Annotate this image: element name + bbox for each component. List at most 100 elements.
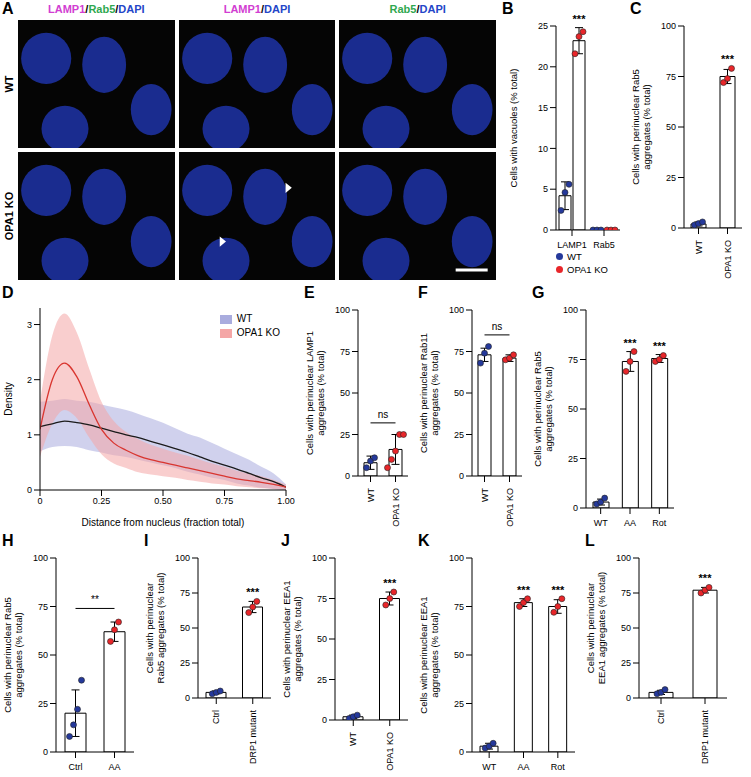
svg-text:WT: WT bbox=[348, 732, 358, 746]
svg-text:OPA1 KO: OPA1 KO bbox=[391, 488, 401, 527]
svg-text:***: *** bbox=[551, 584, 565, 596]
svg-text:50: 50 bbox=[666, 122, 676, 132]
svg-text:OPA1 KO: OPA1 KO bbox=[505, 488, 515, 527]
svg-text:50: 50 bbox=[454, 388, 464, 398]
svg-text:***: *** bbox=[721, 53, 735, 65]
svg-text:WT: WT bbox=[694, 240, 704, 254]
svg-text:0: 0 bbox=[573, 503, 578, 513]
svg-text:25: 25 bbox=[666, 173, 676, 183]
svg-text:***: *** bbox=[383, 577, 397, 589]
svg-text:25: 25 bbox=[38, 699, 48, 709]
svg-text:0: 0 bbox=[671, 223, 676, 233]
svg-text:WT: WT bbox=[366, 488, 376, 502]
svg-text:75: 75 bbox=[180, 588, 190, 598]
svg-text:100: 100 bbox=[33, 553, 48, 563]
svg-text:AA: AA bbox=[108, 762, 120, 772]
svg-text:0.75: 0.75 bbox=[216, 496, 234, 506]
svg-text:WT: WT bbox=[480, 488, 490, 502]
svg-text:0: 0 bbox=[543, 225, 548, 235]
svg-text:0: 0 bbox=[459, 471, 464, 481]
svg-text:75: 75 bbox=[454, 602, 464, 612]
svg-text:WT: WT bbox=[482, 762, 496, 772]
svg-text:Rab5: Rab5 bbox=[593, 240, 615, 250]
svg-text:AA: AA bbox=[624, 518, 636, 528]
svg-text:75: 75 bbox=[568, 355, 578, 365]
svg-text:25: 25 bbox=[454, 430, 464, 440]
svg-text:Density: Density bbox=[3, 382, 14, 415]
svg-text:5: 5 bbox=[543, 184, 548, 194]
svg-text:0: 0 bbox=[345, 471, 350, 481]
svg-text:20: 20 bbox=[538, 62, 548, 72]
svg-text:50: 50 bbox=[454, 650, 464, 660]
svg-text:100: 100 bbox=[175, 553, 190, 563]
svg-text:75: 75 bbox=[38, 602, 48, 612]
html-text:LAMP1 / Rab5 / DAPI: LAMP1 / Rab5 / DAPI bbox=[48, 3, 145, 15]
svg-text:AA: AA bbox=[517, 762, 529, 772]
svg-text:100: 100 bbox=[449, 553, 464, 563]
svg-text:10: 10 bbox=[538, 144, 548, 154]
svg-text:50: 50 bbox=[180, 623, 190, 633]
svg-text:WT: WT bbox=[594, 518, 608, 528]
svg-text:0: 0 bbox=[626, 693, 631, 703]
svg-text:ns: ns bbox=[492, 321, 503, 332]
svg-text:25: 25 bbox=[317, 675, 327, 685]
svg-text:50: 50 bbox=[317, 634, 327, 644]
svg-text:0.25: 0.25 bbox=[93, 496, 111, 506]
svg-text:OPA1 KO: OPA1 KO bbox=[385, 732, 395, 771]
svg-text:3: 3 bbox=[27, 320, 32, 330]
svg-text:1.00: 1.00 bbox=[277, 496, 295, 506]
svg-text:25: 25 bbox=[180, 658, 190, 668]
svg-text:0: 0 bbox=[185, 693, 190, 703]
svg-text:25: 25 bbox=[621, 658, 631, 668]
svg-text:50: 50 bbox=[38, 650, 48, 660]
svg-text:75: 75 bbox=[666, 72, 676, 82]
svg-text:0: 0 bbox=[37, 496, 42, 506]
svg-text:***: *** bbox=[624, 337, 638, 349]
svg-text:Rot: Rot bbox=[551, 762, 566, 772]
svg-text:100: 100 bbox=[661, 21, 676, 31]
svg-text:***: *** bbox=[653, 340, 667, 352]
html-text:G: G bbox=[532, 284, 545, 301]
svg-text:Rot: Rot bbox=[652, 518, 667, 528]
svg-text:25: 25 bbox=[568, 454, 578, 464]
svg-text:0: 0 bbox=[43, 747, 48, 757]
svg-text:100: 100 bbox=[335, 305, 350, 315]
svg-text:***: *** bbox=[573, 13, 587, 25]
svg-text:Distance from nucleus (fractio: Distance from nucleus (fraction total) bbox=[82, 517, 245, 528]
html-text:LAMP1 / DAPI: LAMP1 / DAPI bbox=[223, 3, 291, 15]
html-text:A: A bbox=[2, 0, 14, 17]
svg-text:DRP1 mutant: DRP1 mutant bbox=[700, 710, 710, 765]
svg-text:75: 75 bbox=[317, 594, 327, 604]
svg-text:75: 75 bbox=[621, 588, 631, 598]
svg-text:Ctrl: Ctrl bbox=[656, 710, 666, 724]
svg-text:25: 25 bbox=[340, 430, 350, 440]
svg-text:***: *** bbox=[699, 572, 713, 584]
svg-text:100: 100 bbox=[312, 553, 327, 563]
svg-text:50: 50 bbox=[340, 388, 350, 398]
svg-text:0: 0 bbox=[459, 747, 464, 757]
svg-text:**: ** bbox=[91, 594, 99, 605]
svg-text:0: 0 bbox=[322, 715, 327, 725]
svg-text:DRP1 mutant: DRP1 mutant bbox=[248, 710, 258, 765]
svg-text:50: 50 bbox=[568, 404, 578, 414]
svg-text:25: 25 bbox=[454, 699, 464, 709]
svg-text:1: 1 bbox=[27, 430, 32, 440]
svg-text:Ctrl: Ctrl bbox=[69, 762, 83, 772]
svg-text:100: 100 bbox=[449, 305, 464, 315]
svg-text:2: 2 bbox=[27, 375, 32, 385]
svg-text:100: 100 bbox=[616, 553, 631, 563]
svg-text:ns: ns bbox=[378, 409, 389, 420]
svg-text:0: 0 bbox=[27, 485, 32, 495]
svg-text:25: 25 bbox=[538, 21, 548, 31]
svg-text:50: 50 bbox=[621, 623, 631, 633]
svg-text:***: *** bbox=[246, 586, 260, 598]
svg-text:0.50: 0.50 bbox=[154, 496, 172, 506]
svg-text:***: *** bbox=[517, 584, 531, 596]
svg-text:OPA1 KO: OPA1 KO bbox=[723, 240, 733, 279]
svg-text:LAMP1: LAMP1 bbox=[557, 240, 587, 250]
svg-text:15: 15 bbox=[538, 103, 548, 113]
svg-text:100: 100 bbox=[563, 305, 578, 315]
svg-text:Ctrl: Ctrl bbox=[211, 710, 221, 724]
svg-text:75: 75 bbox=[340, 347, 350, 357]
svg-text:75: 75 bbox=[454, 347, 464, 357]
